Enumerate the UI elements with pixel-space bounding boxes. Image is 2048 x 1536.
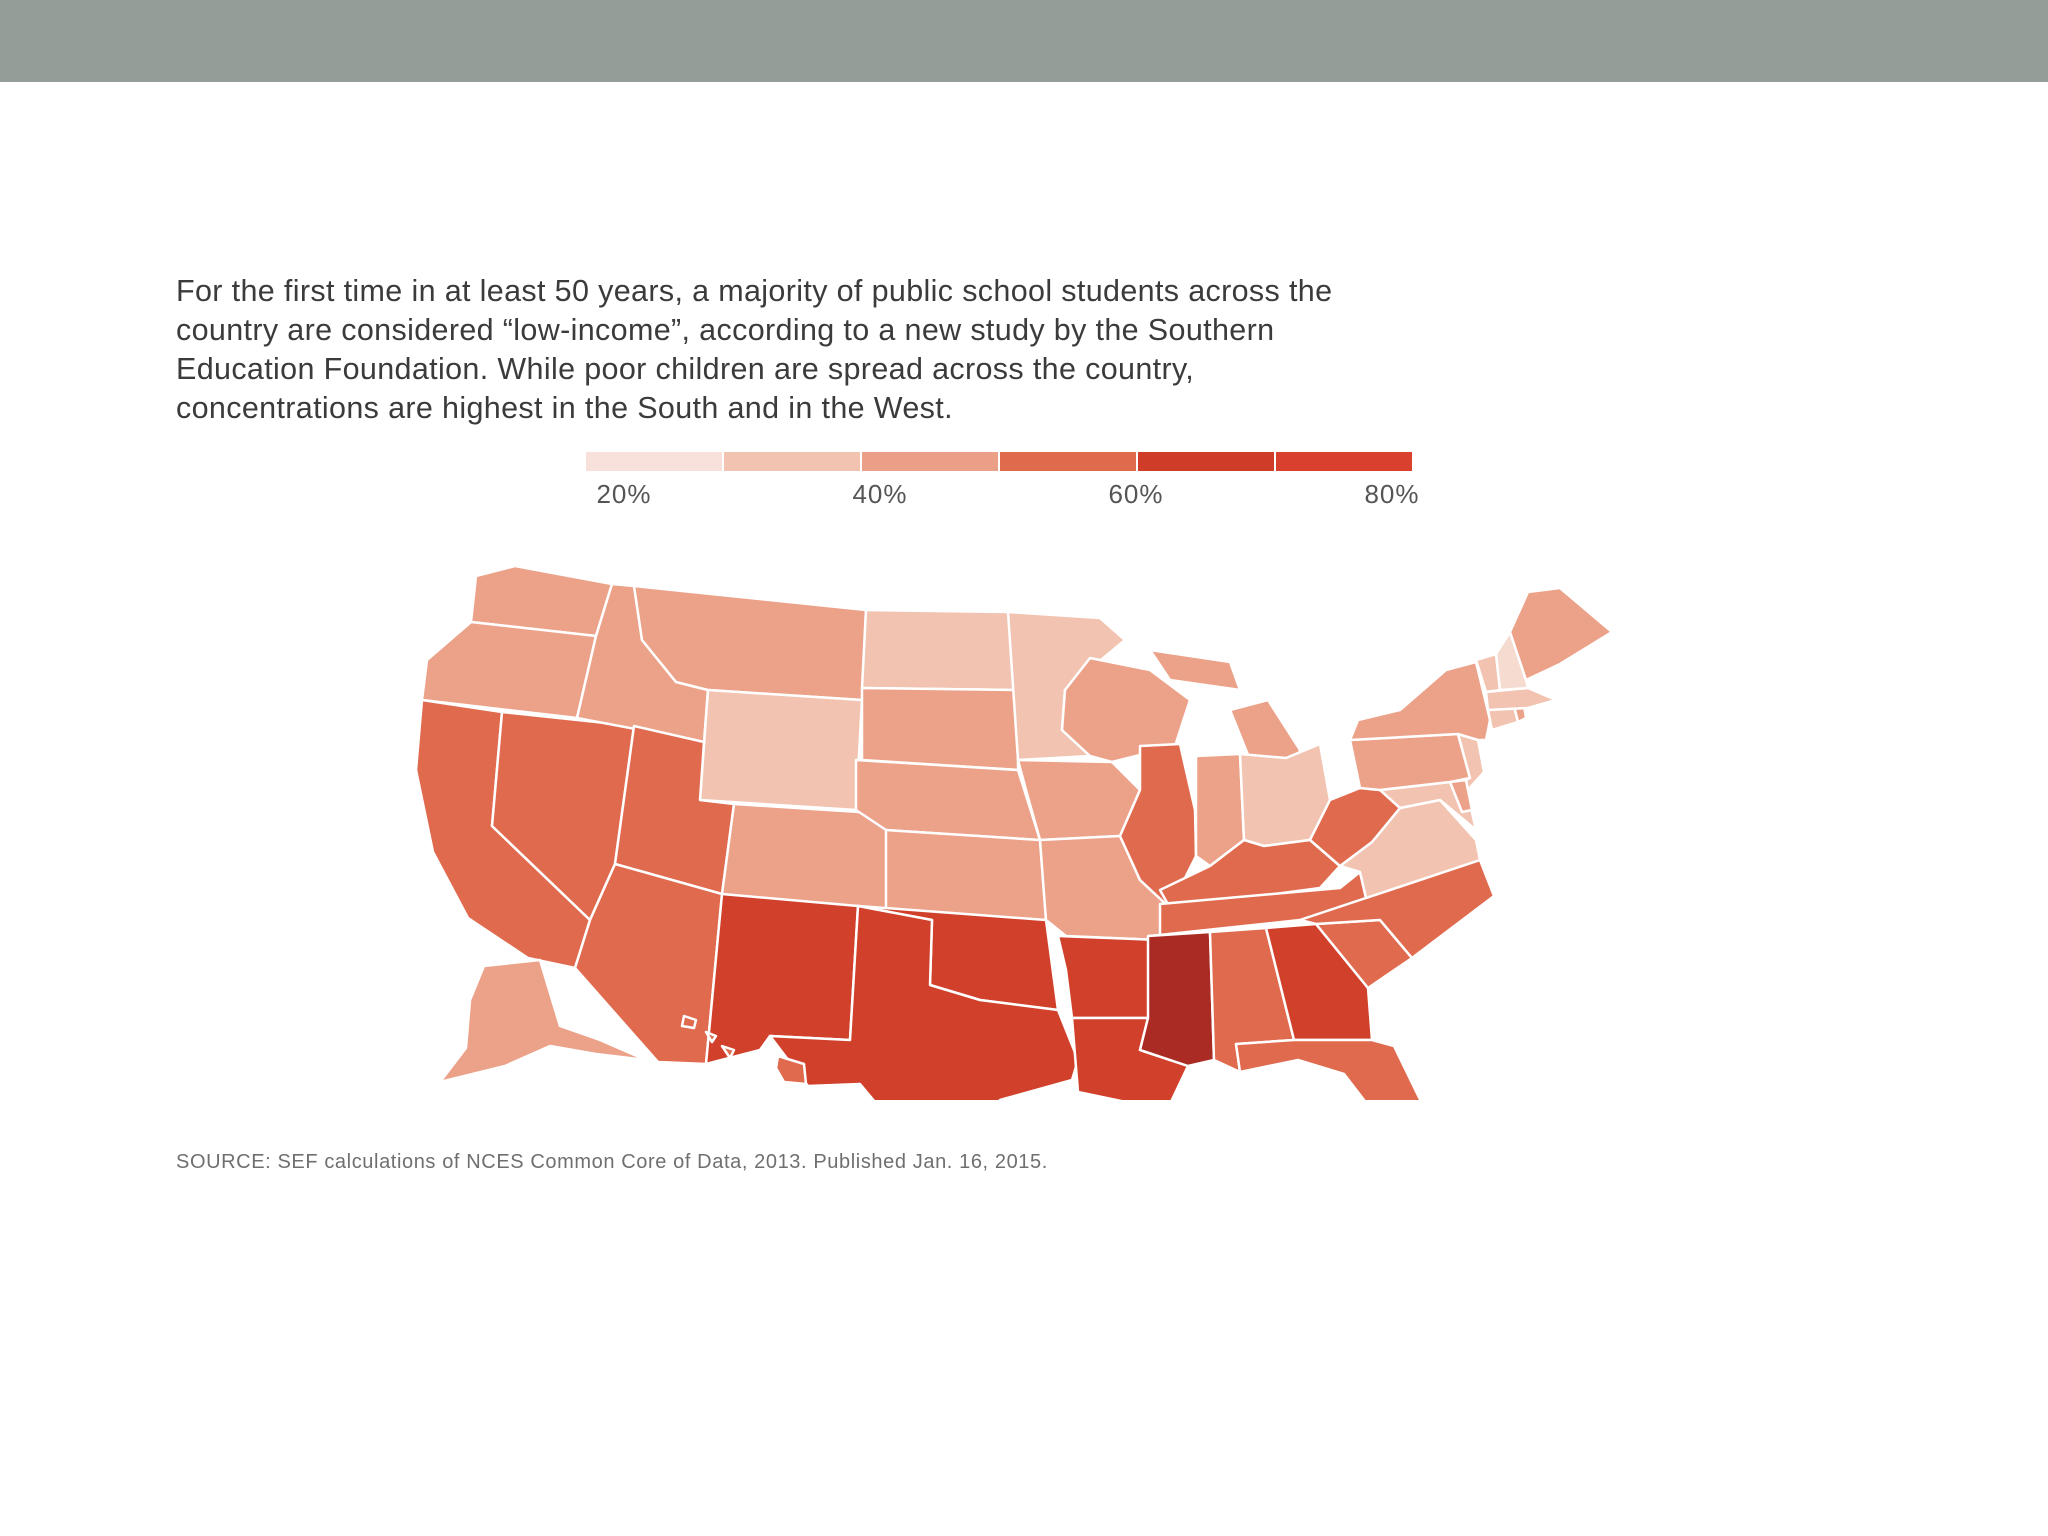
state-north-dakota (860, 608, 1020, 692)
color-legend: 20% 40% 60% 80% (586, 452, 1432, 512)
state-georgia (1264, 922, 1374, 1042)
legend-label: 20% (596, 479, 652, 509)
intro-line: Education Foundation. While poor childre… (176, 352, 1195, 386)
us-choropleth-map (414, 564, 1614, 1100)
intro-text: For the first time in at least 50 years,… (176, 272, 1796, 428)
legend-swatch (862, 452, 998, 471)
state-wisconsin (1060, 656, 1192, 764)
state-pennsylvania (1348, 732, 1472, 792)
source-note: SOURCE: SEF calculations of NCES Common … (176, 1151, 1048, 1173)
state-new-york (1348, 660, 1492, 742)
state-nebraska (854, 758, 1042, 842)
state-new-hampshire (1494, 630, 1530, 692)
state-oregon (420, 620, 598, 720)
state-mississippi (1138, 930, 1216, 1068)
state-south-dakota (860, 686, 1020, 772)
legend-swatch (586, 452, 722, 471)
state-maine (1508, 586, 1614, 682)
state-alaska (438, 958, 648, 1084)
state-hawaii (680, 1014, 808, 1086)
state-florida (1234, 1038, 1422, 1100)
legend-label: 40% (852, 479, 908, 509)
intro-line: For the first time in at least 50 years,… (176, 274, 1333, 308)
legend-swatch (1276, 452, 1412, 471)
state-wyoming (698, 688, 864, 812)
legend-label: 60% (1108, 479, 1164, 509)
intro-line: country are considered “low-income”, acc… (176, 313, 1275, 347)
legend-swatch (724, 452, 860, 471)
state-arkansas (1056, 934, 1162, 1020)
legend-swatch (1000, 452, 1136, 471)
slide-header-bar (0, 0, 2048, 82)
legend-label: 80% (1364, 479, 1420, 509)
intro-line: concentrations are highest in the South … (176, 391, 953, 425)
legend-swatch (1138, 452, 1274, 471)
state-kansas (884, 828, 1048, 922)
state-iowa (1016, 758, 1142, 842)
legend-bar (586, 452, 1412, 471)
